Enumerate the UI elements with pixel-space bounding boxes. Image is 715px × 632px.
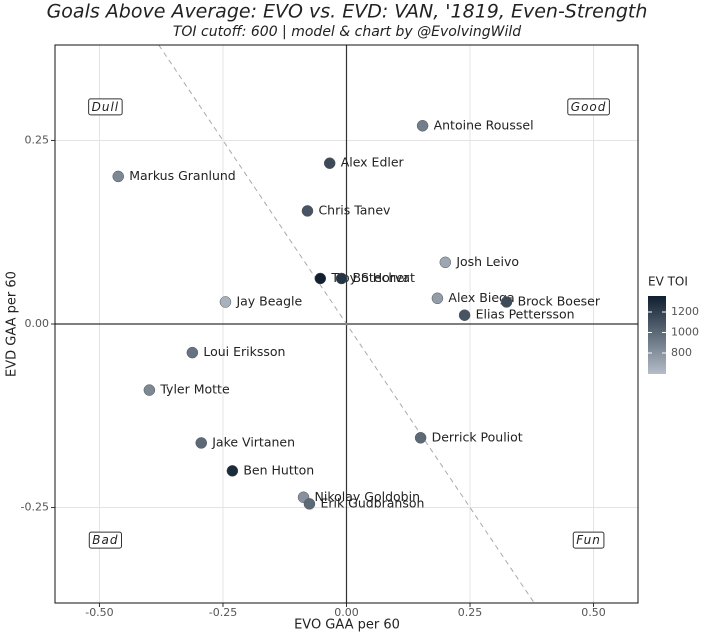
reference-line bbox=[158, 44, 535, 604]
point bbox=[219, 296, 232, 308]
point bbox=[431, 292, 444, 305]
point bbox=[416, 120, 429, 132]
point-label: Antoine Roussel bbox=[434, 117, 534, 132]
point-label: Markus Granlund bbox=[129, 168, 236, 183]
legend-title: EV TOI bbox=[648, 275, 688, 289]
point bbox=[335, 272, 348, 285]
plot-border bbox=[54, 44, 639, 604]
quadrant-box bbox=[88, 98, 123, 116]
point bbox=[186, 346, 199, 359]
point-label: Derrick Pouliot bbox=[432, 429, 523, 444]
point-label: Alex Edler bbox=[341, 155, 405, 170]
point-label: Erik Gudbranson bbox=[320, 495, 424, 510]
point-label: Brock Boeser bbox=[518, 293, 601, 308]
point bbox=[414, 432, 427, 444]
quadrant-text: Dull bbox=[92, 100, 120, 114]
point-label: Jake Virtanen bbox=[211, 434, 295, 449]
point-label: Loui Eriksson bbox=[203, 344, 285, 359]
point bbox=[226, 465, 239, 477]
y-axis-title: EVD GAA per 60 bbox=[5, 271, 20, 377]
y-tick-label: 0.00 bbox=[25, 317, 50, 330]
point-label: Chris Tanev bbox=[318, 202, 391, 217]
point-label: Ben Hutton bbox=[243, 462, 314, 477]
quadrant-label: Bad bbox=[88, 531, 122, 549]
point bbox=[112, 170, 124, 183]
chart-subtitle: TOI cutoff: 600 | model & chart by @Evol… bbox=[173, 24, 521, 40]
quadrant-box bbox=[572, 531, 605, 549]
chart-title: Goals Above Average: EVO vs. EVD: VAN, '… bbox=[47, 1, 648, 23]
quadrant-text: Bad bbox=[92, 533, 118, 547]
point bbox=[314, 272, 327, 285]
point-label: Josh Leivo bbox=[455, 254, 519, 269]
y-tick-label: -0.25 bbox=[21, 501, 49, 514]
x-tick-label: -0.50 bbox=[85, 606, 113, 619]
quadrant-text: Good bbox=[571, 100, 607, 114]
y-tick-label: 0.25 bbox=[25, 133, 50, 146]
x-axis-title: EVO GAA per 60 bbox=[294, 618, 400, 632]
colorbar-tick-label: 1200 bbox=[671, 305, 699, 318]
point-label: Bo Horvat bbox=[353, 270, 415, 285]
x-tick-label: -0.25 bbox=[209, 606, 237, 619]
x-tick-label: 0.25 bbox=[458, 606, 483, 619]
point-label: Jay Beagle bbox=[235, 293, 302, 308]
quadrant-text: Fun bbox=[576, 533, 601, 547]
quadrant-box bbox=[567, 98, 610, 116]
point bbox=[303, 498, 316, 510]
point bbox=[143, 384, 156, 396]
x-tick-label: 0.50 bbox=[581, 606, 606, 619]
colorbar bbox=[648, 296, 666, 374]
quadrant-label: Dull bbox=[88, 98, 123, 116]
point bbox=[323, 157, 336, 169]
colorbar-tick-label: 800 bbox=[671, 346, 692, 359]
point bbox=[301, 205, 314, 217]
point-label: Alex Biega bbox=[448, 290, 514, 305]
point bbox=[439, 256, 452, 269]
point bbox=[195, 437, 207, 449]
quadrant-label: Good bbox=[567, 98, 610, 116]
point bbox=[500, 296, 513, 308]
quadrant-label: Fun bbox=[572, 531, 605, 549]
point bbox=[458, 309, 471, 321]
point-label: Elias Pettersson bbox=[476, 307, 575, 322]
point-label: Nikolay Goldobin bbox=[315, 489, 421, 504]
point-label: Tyler Motte bbox=[159, 382, 230, 397]
quadrant-box bbox=[88, 531, 122, 549]
point-label: Troy Stecher bbox=[330, 270, 410, 285]
x-tick-label: 0.00 bbox=[334, 606, 359, 619]
colorbar-tick-label: 1000 bbox=[671, 325, 699, 338]
